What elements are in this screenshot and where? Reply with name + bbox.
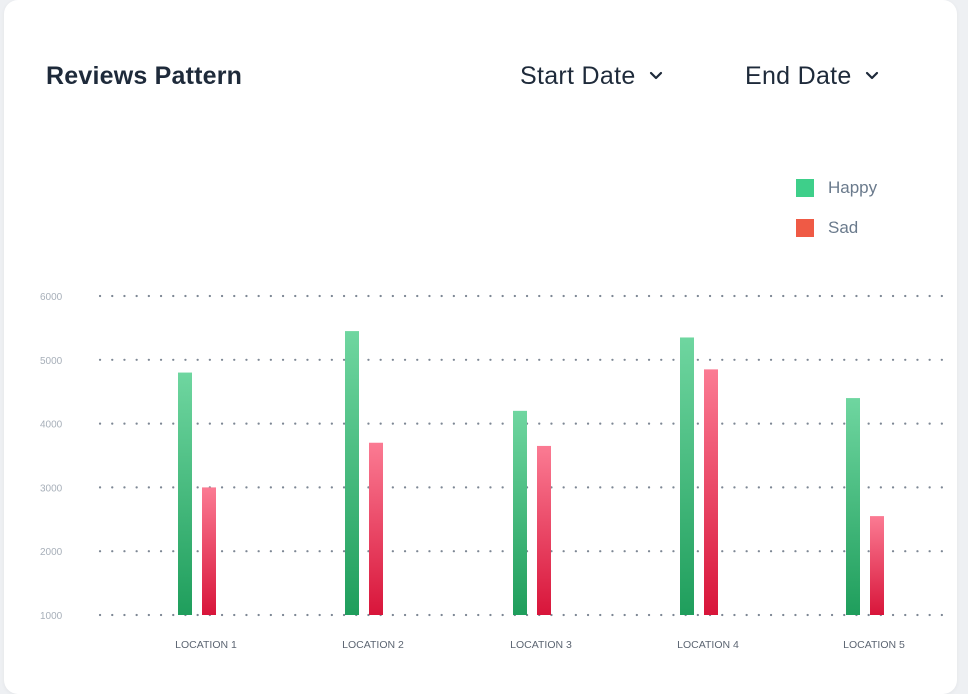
x-category-label: LOCATION 2	[342, 639, 404, 651]
y-tick-label: 6000	[40, 292, 63, 303]
legend-label-happy: Happy	[828, 178, 878, 197]
bar-happy-location-4[interactable]	[680, 337, 694, 615]
bar-happy-location-2[interactable]	[345, 331, 359, 615]
x-category-label: LOCATION 1	[175, 639, 237, 651]
end-date-label: End Date	[745, 62, 852, 90]
bar-sad-location-5[interactable]	[870, 516, 884, 615]
legend-swatch-happy	[796, 179, 814, 197]
y-tick-label: 4000	[40, 420, 63, 431]
y-tick-label: 5000	[40, 356, 63, 367]
x-axis-labels: LOCATION 1 LOCATION 2 LOCATION 3 LOCATION 4…	[175, 639, 905, 651]
y-axis-ticks: 6000 5000 4000 3000 2000 1000	[40, 292, 63, 622]
bars	[178, 331, 884, 615]
bar-happy-location-5[interactable]	[846, 398, 860, 615]
y-tick-label: 2000	[40, 547, 63, 558]
bar-happy-location-1[interactable]	[178, 372, 192, 615]
bar-sad-location-2[interactable]	[369, 442, 383, 615]
x-category-label: LOCATION 4	[677, 639, 739, 651]
end-date-dropdown[interactable]: End Date	[745, 62, 880, 91]
start-date-label: Start Date	[520, 62, 636, 90]
chevron-down-icon	[649, 71, 662, 79]
bar-sad-location-3[interactable]	[537, 445, 551, 615]
bar-happy-location-3[interactable]	[513, 410, 527, 615]
start-date-dropdown[interactable]: Start Date	[520, 62, 664, 91]
bar-sad-location-4[interactable]	[704, 369, 718, 615]
legend-item-happy[interactable]: Happy	[796, 178, 877, 198]
card-title: Reviews Pattern	[46, 62, 243, 90]
grid-lines	[98, 294, 950, 617]
legend-label-sad: Sad	[828, 218, 859, 237]
x-category-label: LOCATION 5	[843, 639, 905, 651]
legend-swatch-sad	[796, 219, 814, 237]
legend-item-sad[interactable]: Sad	[796, 218, 858, 238]
y-tick-label: 3000	[40, 483, 63, 494]
y-tick-label: 1000	[40, 611, 63, 622]
reviews-pattern-card: Reviews Pattern Start Date End Date Happ…	[4, 0, 957, 694]
bar-sad-location-1[interactable]	[202, 487, 216, 615]
x-category-label: LOCATION 3	[510, 639, 572, 651]
chevron-down-icon	[865, 71, 878, 79]
